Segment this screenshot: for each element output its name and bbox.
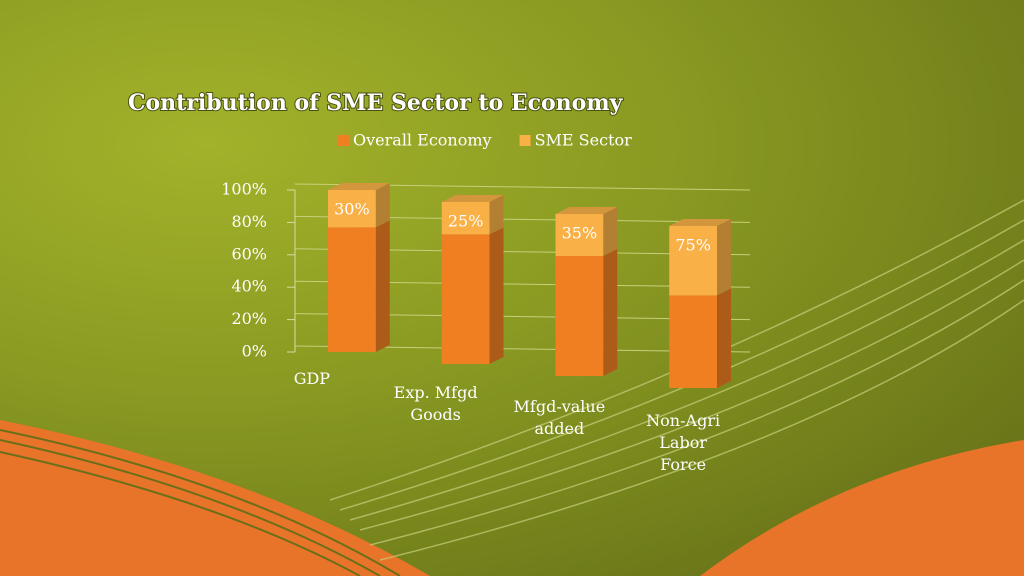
y-tick-label: 40%: [231, 277, 267, 296]
x-tick-label: Exp. Mfgd Goods: [393, 383, 478, 424]
bar-side: [717, 288, 732, 388]
bar-side: [603, 249, 618, 376]
y-tick-label: 60%: [231, 244, 267, 263]
bar-side: [375, 220, 390, 352]
bar: [327, 227, 376, 352]
bar-side: [603, 207, 618, 256]
bar-top: [441, 195, 504, 202]
bar: [669, 295, 718, 388]
legend-label: Overall Economy: [353, 131, 492, 150]
bar-side: [717, 219, 732, 296]
bar: [441, 202, 490, 235]
y-tick-label: 80%: [231, 212, 267, 231]
data-label: 75%: [675, 236, 711, 255]
decoration: [0, 199, 1024, 576]
chart-title: Contribution of SME Sector to Economy: [128, 90, 624, 116]
x-tick-label: Non-Agri Labor Force: [646, 411, 721, 474]
bar: [441, 234, 490, 364]
legend-label: SME Sector: [535, 131, 633, 150]
bar-side: [489, 195, 504, 235]
legend-swatch: [338, 135, 349, 146]
bar: [327, 190, 376, 228]
x-tick-label: Mfgd-value added: [513, 397, 606, 438]
data-label: 25%: [448, 212, 484, 231]
y-tick-label: 100%: [221, 180, 267, 199]
data-label: 30%: [334, 200, 370, 219]
bar: [555, 214, 604, 256]
bar-top: [555, 207, 618, 214]
data-label: 35%: [562, 224, 598, 243]
bar-side: [489, 227, 504, 364]
bar-side: [375, 183, 390, 228]
bar-top: [669, 219, 732, 226]
bar: [555, 256, 604, 376]
bar: [669, 226, 718, 296]
bar-top: [327, 183, 390, 190]
y-tick-label: 20%: [231, 309, 267, 328]
y-tick-label: 0%: [242, 342, 267, 361]
legend-swatch: [519, 135, 531, 146]
x-tick-label: GDP: [293, 369, 331, 388]
